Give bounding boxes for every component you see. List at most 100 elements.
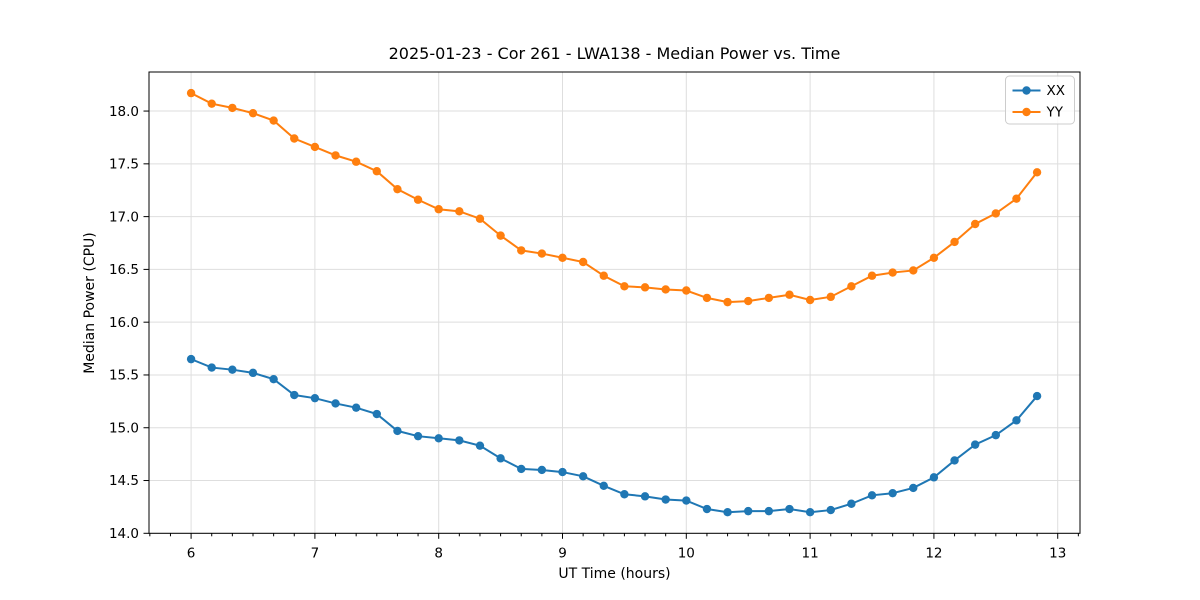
series-xx-marker (207, 363, 216, 372)
series-yy-marker (393, 184, 402, 194)
y-tick-label: 18.0 (109, 104, 139, 120)
series-yy-marker (228, 103, 237, 113)
series-yy-marker (764, 293, 774, 303)
series-xx-marker (455, 436, 464, 445)
series-yy-marker (744, 296, 753, 306)
series-xx-marker (434, 434, 443, 443)
series-xx-marker (351, 403, 361, 412)
series-xx-marker (186, 354, 196, 364)
series-xx-marker (269, 374, 278, 384)
series-yy-marker (661, 285, 670, 294)
series-yy-marker (805, 295, 815, 305)
series-xx-marker (517, 464, 526, 474)
x-tick-label: 6 (187, 545, 196, 561)
series-xx-marker (248, 368, 258, 378)
series-yy-marker (186, 88, 196, 98)
series-xx-marker (496, 454, 505, 463)
y-tick-label: 15.5 (109, 368, 139, 384)
series-xx-marker (372, 409, 381, 419)
y-tick-label: 14.0 (109, 526, 139, 542)
series-yy-marker (558, 253, 567, 262)
y-tick-label: 17.5 (109, 157, 139, 173)
series-yy-marker (351, 157, 361, 166)
series-yy-marker (640, 283, 650, 292)
series-yy-marker (867, 271, 877, 280)
series-yy-marker (578, 257, 588, 267)
x-tick-label: 7 (311, 545, 320, 561)
series-xx-marker (764, 506, 774, 516)
legend-marker-sample (1022, 86, 1031, 95)
series-yy-marker (413, 195, 423, 204)
axis-tick-labels: 6 7 8 9 10 11 12 13 14.0 14.5 15.0 15.5 16.0 16.5 17.0… (109, 104, 1066, 562)
axis-ticks (143, 110, 1079, 539)
plot-area (148, 71, 1081, 534)
series-xx-marker (909, 483, 918, 493)
series-xx-marker (723, 507, 732, 517)
series-yy-marker (620, 282, 629, 291)
grid (149, 72, 1080, 534)
series-xx-marker (744, 506, 753, 516)
x-tick-label: 13 (1049, 545, 1066, 561)
series-yy-marker (248, 108, 258, 118)
series-xx-marker (888, 488, 897, 498)
series-xx-marker (826, 505, 835, 515)
series-yy-marker (310, 142, 320, 152)
series-xx-marker (599, 481, 608, 490)
series-yy-marker (599, 271, 608, 280)
y-tick-label: 17.0 (109, 209, 139, 225)
series-yy-marker (929, 253, 939, 262)
series-xx-marker (682, 496, 691, 505)
series-xx-marker (620, 490, 629, 499)
series-xx-marker (929, 473, 939, 482)
series-yy-marker (517, 246, 526, 255)
series-yy-marker (847, 282, 856, 291)
series-xx-marker (558, 467, 567, 477)
series-yy-marker (496, 231, 505, 240)
x-tick-label: 8 (434, 545, 443, 561)
series-yy-marker (537, 249, 547, 258)
series-yy-marker (723, 297, 732, 307)
series-yy-marker (290, 134, 299, 143)
series-yy-marker (826, 292, 835, 302)
series-xx-marker (537, 465, 547, 475)
legend-entry-yy: YY (1012, 105, 1064, 121)
series-xx-marker (867, 491, 877, 500)
series-xx-marker (331, 399, 340, 408)
series-xx-marker (475, 441, 485, 450)
series-yy-marker (950, 237, 959, 247)
series-yy-marker (785, 290, 794, 299)
series-yy-marker (991, 209, 1001, 218)
series-xx-marker (991, 430, 1001, 440)
series-xx-marker (413, 431, 423, 441)
series-yy-marker (1032, 168, 1042, 177)
x-tick-label: 10 (678, 545, 695, 561)
legend-label: XX (1047, 83, 1066, 99)
legend: XX YY (1005, 75, 1075, 125)
series-yy (186, 88, 1042, 307)
y-tick-label: 16.5 (109, 262, 139, 278)
legend-label: YY (1046, 105, 1064, 121)
series-xx-marker (1012, 416, 1021, 425)
series-yy-marker (372, 167, 381, 176)
series-xx-marker (661, 495, 670, 504)
series-yy-marker (702, 293, 712, 303)
series-yy-marker (888, 268, 897, 277)
series-yy-marker (909, 266, 918, 275)
series-xx-marker (310, 393, 320, 403)
y-axis-label: Median Power (CPU) (82, 232, 98, 374)
x-tick-label: 11 (802, 545, 819, 561)
series-xx-marker (702, 504, 712, 514)
series-xx-marker (970, 440, 980, 449)
x-axis-label: UT Time (hours) (558, 566, 671, 582)
y-tick-label: 14.5 (109, 473, 139, 489)
series-yy-marker (331, 151, 340, 160)
legend-entry-xx: XX (1012, 83, 1066, 99)
legend-marker-sample (1022, 107, 1031, 117)
x-tick-label: 12 (925, 545, 942, 561)
series-yy-marker (1012, 194, 1021, 203)
series-yy-marker (970, 219, 980, 229)
series-xx-marker (805, 507, 815, 517)
series-yy-marker (455, 207, 464, 216)
